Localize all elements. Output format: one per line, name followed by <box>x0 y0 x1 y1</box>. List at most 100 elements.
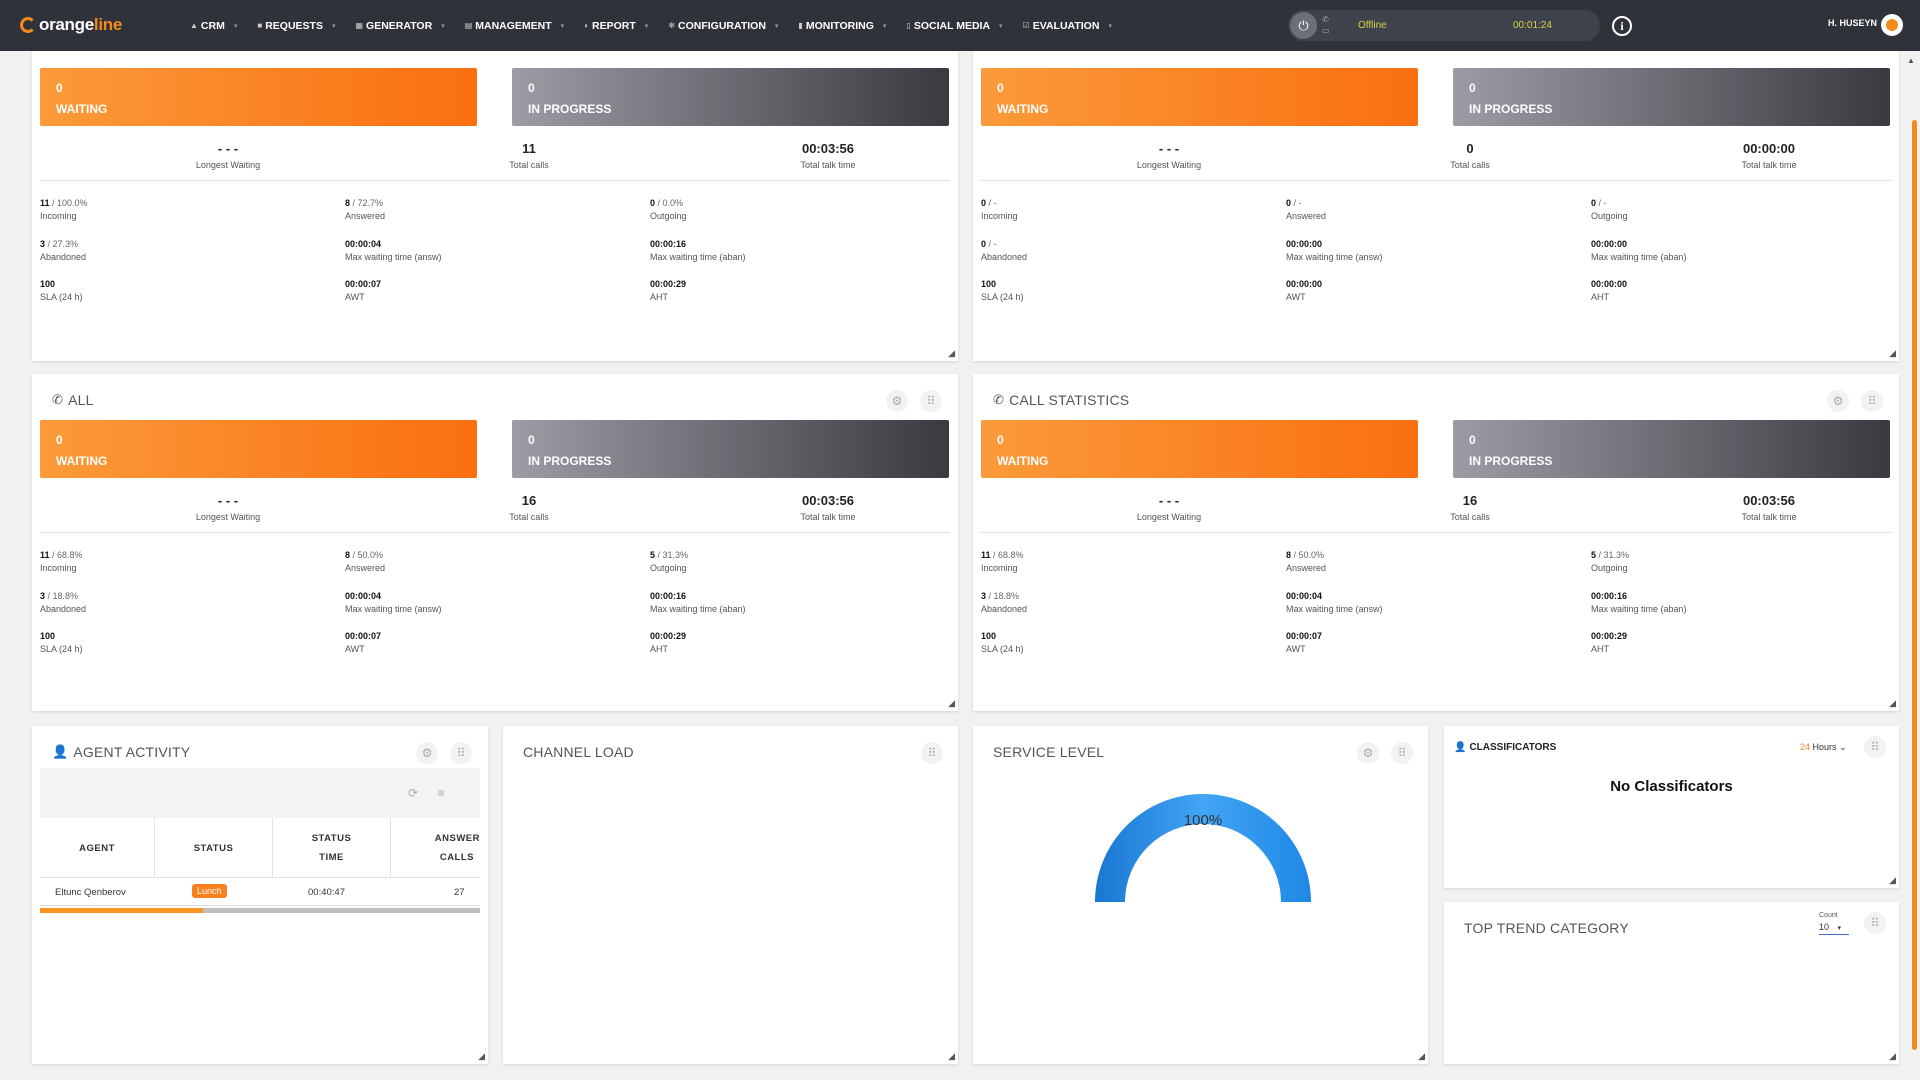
stat-value: 100 <box>40 279 56 289</box>
summary-row: - - - Longest Waiting 16 Total calls 00:03… <box>981 483 1891 533</box>
stat-max-wait-aban: 00:00:16 Max waiting time (aban) <box>650 238 746 264</box>
power-button[interactable]: ⏻ <box>1290 12 1317 39</box>
drag-handle-icon[interactable]: ⠿ <box>1864 912 1886 934</box>
nav-requests[interactable]: ■ REQUESTS ▾ <box>257 20 335 32</box>
phone-icon: ✆ <box>993 392 1005 407</box>
total-talk-time-label: Total talk time <box>800 160 856 170</box>
stat-value: 3 <box>40 239 46 249</box>
resize-handle-icon[interactable]: ◢ <box>948 698 955 708</box>
stat-value: 0 <box>1286 198 1292 208</box>
stat-value: 00:00:16 <box>1591 591 1628 601</box>
longest-waiting-value: - - - <box>1158 493 1180 508</box>
stat-label: AWT <box>345 292 365 302</box>
time-range-select[interactable]: 24 Hours ⌄ <box>1800 742 1847 753</box>
resize-handle-icon[interactable]: ◢ <box>1889 875 1896 885</box>
status-badge: Lunch <box>192 884 227 898</box>
nav-social-media[interactable]: ▯ SOCIAL MEDIA ▾ <box>906 20 1002 32</box>
settings-gear-icon[interactable]: ⚙ <box>1827 390 1849 412</box>
list-icon: ▤ <box>464 21 473 30</box>
resize-handle-icon[interactable]: ◢ <box>948 348 955 358</box>
nav-crm[interactable]: ▲ CRM ▾ <box>190 20 237 32</box>
total-calls-value: 16 <box>1462 493 1478 508</box>
app-logo[interactable]: orange line <box>20 15 122 35</box>
stat-abandoned: 0 / - Abandoned <box>981 238 1027 264</box>
report-icon: ◐ <box>584 21 590 30</box>
stat-max-wait-answ: 00:00:04 Max waiting time (answ) <box>345 238 442 264</box>
chevron-down-icon: ▾ <box>882 22 887 30</box>
scroll-up-icon[interactable]: ▲ <box>1907 56 1915 65</box>
nav-report[interactable]: ◐ REPORT ▾ <box>584 20 648 32</box>
nav-configuration[interactable]: ✻ CONFIGURATION ▾ <box>668 20 778 32</box>
resize-handle-icon[interactable]: ◢ <box>1418 1051 1425 1061</box>
stat-label: Max waiting time (aban) <box>650 252 746 262</box>
stat-label: Outgoing <box>650 211 687 221</box>
info-icon[interactable]: i <box>1612 16 1632 36</box>
nav-evaluation[interactable]: ☑ EVALUATION ▾ <box>1023 20 1112 32</box>
filter-icon[interactable]: ≡ <box>437 786 445 800</box>
count-value[interactable]: 10 ▾ <box>1819 922 1849 935</box>
total-talk-time-value: 00:03:56 <box>801 493 855 508</box>
in-progress-label: IN PROGRESS <box>1469 454 1553 468</box>
drag-handle-icon[interactable]: ⠿ <box>920 390 942 412</box>
resize-handle-icon[interactable]: ◢ <box>1889 698 1896 708</box>
stat-pct: / 50.0% <box>1291 550 1325 560</box>
stat-label: AWT <box>1286 292 1306 302</box>
stat-aht: 00:00:00 AHT <box>1591 278 1627 304</box>
gear-icon: ✻ <box>668 21 676 30</box>
drag-handle-icon[interactable]: ⠿ <box>1391 742 1413 764</box>
header-agent[interactable]: AGENT <box>40 818 155 878</box>
stat-value: 00:00:16 <box>650 591 687 601</box>
scrollbar-thumb[interactable] <box>1912 120 1917 1050</box>
resize-handle-icon[interactable]: ◢ <box>948 1051 955 1061</box>
settings-gear-icon[interactable]: ⚙ <box>416 742 438 764</box>
scrollbar-fill <box>40 908 203 913</box>
stat-label: Incoming <box>40 563 77 573</box>
refresh-icon[interactable]: ⟳ <box>407 786 419 800</box>
phone-mini-icons[interactable]: ✆ ▭ <box>1322 15 1330 35</box>
stat-aht: 00:00:29 AHT <box>650 630 686 656</box>
top-trend-category-panel: TOP TREND CATEGORY Count 10 ▾ ⠿ ◢ <box>1444 902 1899 1064</box>
resize-handle-icon[interactable]: ◢ <box>1889 348 1896 358</box>
stat-pct: / 68.8% <box>990 550 1024 560</box>
count-select[interactable]: Count 10 ▾ <box>1819 912 1849 935</box>
avatar[interactable] <box>1881 14 1903 36</box>
stat-value: 00:00:07 <box>345 631 382 641</box>
drag-handle-icon[interactable]: ⠿ <box>1864 736 1886 758</box>
settings-gear-icon[interactable]: ⚙ <box>886 390 908 412</box>
chevron-down-icon: ▾ <box>233 22 238 30</box>
table-horizontal-scrollbar[interactable] <box>40 908 480 913</box>
total-calls: 11 Total calls <box>429 141 629 170</box>
header-status[interactable]: STATUS <box>155 818 273 878</box>
header-status-time[interactable]: STATUS TIME <box>273 818 391 878</box>
drag-handle-icon[interactable]: ⠿ <box>921 742 943 764</box>
longest-waiting: - - - Longest Waiting <box>128 493 328 522</box>
stat-label: Abandoned <box>981 252 1028 262</box>
longest-waiting-value: - - - <box>1158 141 1180 156</box>
stat-max-wait-answ: 00:00:04 Max waiting time (answ) <box>345 590 442 616</box>
longest-waiting-label: Longest Waiting <box>1136 160 1202 170</box>
nav-generator[interactable]: ▦ GENERATOR ▾ <box>355 20 444 32</box>
panel-title-text: ALL <box>68 392 94 408</box>
softphone-bar: ⏻ ✆ ▭ Offline 00:01:24 <box>1288 10 1600 41</box>
stat-max-wait-aban: 00:00:16 Max waiting time (aban) <box>1591 590 1687 616</box>
resize-handle-icon[interactable]: ◢ <box>478 1051 485 1061</box>
settings-gear-icon[interactable]: ⚙ <box>1357 742 1379 764</box>
stat-pct: / 50.0% <box>350 550 384 560</box>
table-toolbar: ⟳ ≡ <box>40 768 480 818</box>
drag-handle-icon[interactable]: ⠿ <box>1861 390 1883 412</box>
stat-label: Max waiting time (answ) <box>1286 252 1383 262</box>
drag-handle-icon[interactable]: ⠿ <box>450 742 472 764</box>
header-answer-calls[interactable]: ANSWER CALLS <box>391 818 480 878</box>
in-progress-bar: 0 IN PROGRESS <box>512 68 949 126</box>
nav-management[interactable]: ▤ MANAGEMENT ▾ <box>465 20 565 32</box>
table-row[interactable]: Eltunc Qenberov Lunch 00:40:47 27 <box>40 878 480 906</box>
resize-handle-icon[interactable]: ◢ <box>1889 1051 1896 1061</box>
user-name[interactable]: H. HUSEYN <box>1828 18 1878 28</box>
waiting-count: 0 <box>56 433 63 447</box>
stat-awt: 00:00:07 AWT <box>345 278 381 304</box>
queue-panel-top-left: 0 WAITING 0 IN PROGRESS - - - Longest Wai… <box>32 51 958 361</box>
agent-activity-panel: 👤 AGENT ACTIVITY ⚙ ⠿ ⟳ ≡ AGENT STATUS STA… <box>32 726 488 1064</box>
logo-icon <box>20 17 36 33</box>
nav-monitoring[interactable]: ▮ MONITORING ▾ <box>798 20 886 32</box>
stat-sla: 100 SLA (24 h) <box>981 278 1024 304</box>
